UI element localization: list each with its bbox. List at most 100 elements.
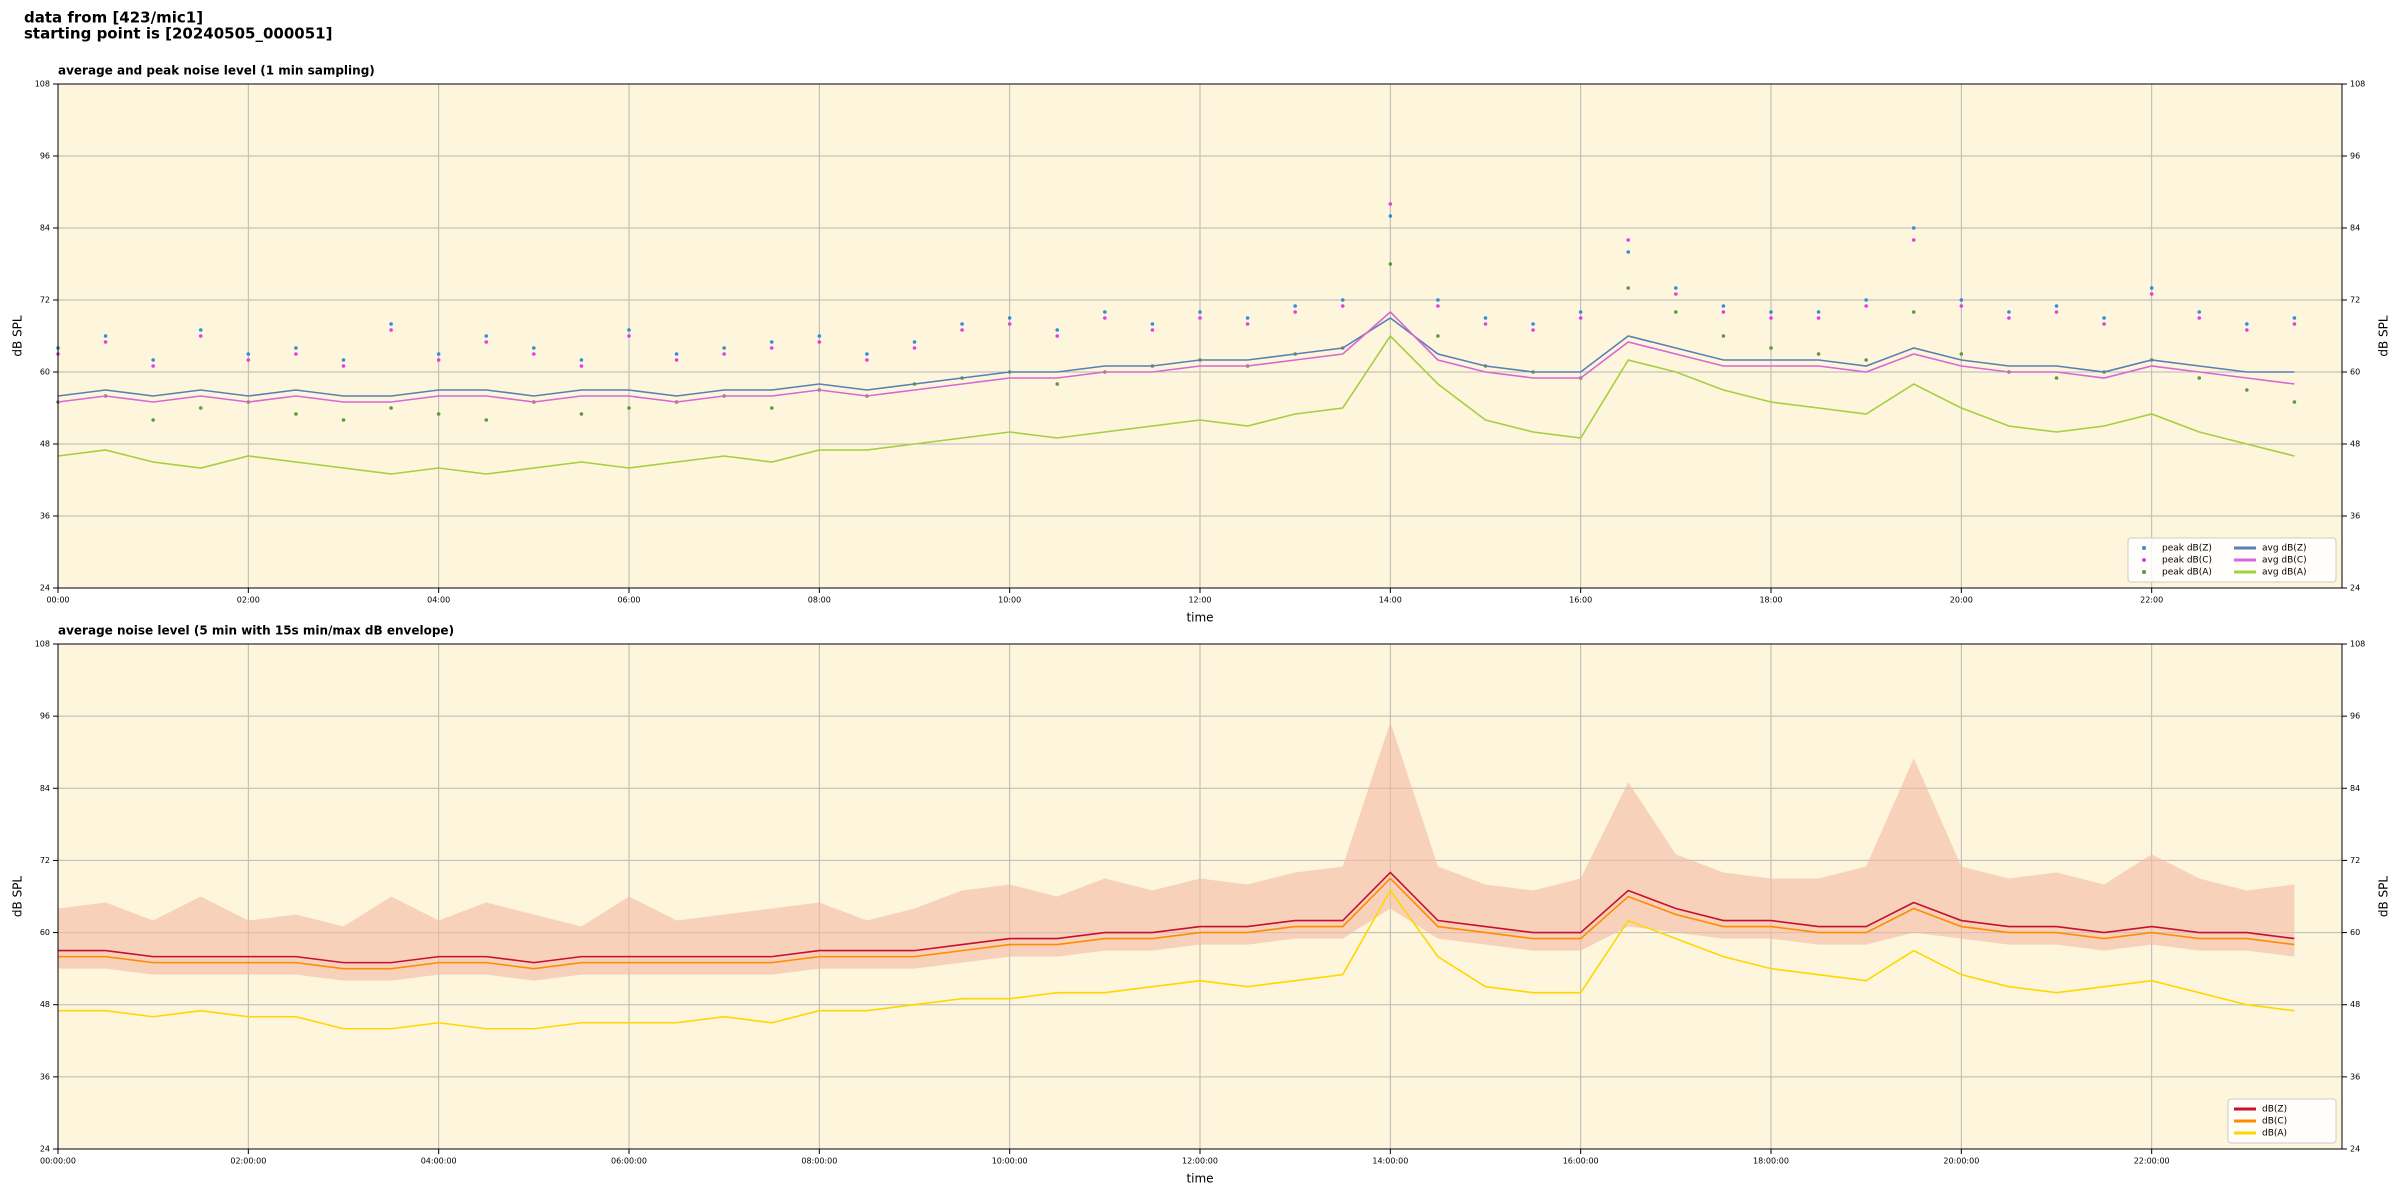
peak-dot [2054, 376, 2059, 380]
series-line [58, 889, 2295, 1030]
peak-dot [912, 340, 917, 344]
y-tick-label: 72 [40, 856, 50, 865]
peak-dot [532, 352, 536, 356]
peak-dot [769, 346, 774, 350]
legend-swatch [2142, 570, 2146, 574]
peak-dot [1245, 322, 1250, 326]
peak-dot [1769, 316, 1773, 320]
peak-dot [1721, 304, 1726, 308]
y-tick-label: 108 [35, 640, 50, 649]
peak-dot [960, 328, 964, 332]
x-tick-label: 08:00 [808, 596, 831, 605]
peak-dot [1340, 298, 1345, 302]
x-tick-label: 18:00:00 [1753, 1157, 1789, 1166]
peak-dot [2102, 322, 2106, 326]
peak-dot [2245, 328, 2249, 332]
peak-dot [2054, 310, 2059, 314]
peak-dot [436, 352, 441, 356]
peak-dot [1626, 286, 1631, 290]
legend-label: avg dB(C) [2262, 556, 2307, 566]
peak-dot [1959, 304, 1964, 308]
peak-dot [2245, 322, 2249, 326]
peak-dot [1198, 310, 1202, 314]
peak-dot [817, 340, 822, 344]
peak-dot [389, 328, 393, 332]
peak-dot [1769, 346, 1773, 350]
peak-dot [1816, 310, 1821, 314]
legend-label: peak dB(A) [2162, 568, 2212, 578]
legend-label: dB(A) [2262, 1129, 2287, 1139]
x-tick-label: 06:00:00 [611, 1157, 647, 1166]
y2-tick-label: 84 [2350, 784, 2360, 793]
series-line [57, 310, 2295, 403]
peak-dot [1293, 310, 1297, 314]
peak-dot [579, 412, 584, 416]
series-line [57, 317, 2295, 397]
peak-dot [1674, 292, 1678, 296]
x-tick-label: 20:00:00 [1943, 1157, 1979, 1166]
peak-dot [2197, 310, 2202, 314]
y2-axis-label: dB SPL [2377, 315, 2391, 357]
peak-dot [1007, 322, 1012, 326]
x-tick-label: 14:00:00 [1372, 1157, 1408, 1166]
peak-dot [1150, 328, 1155, 332]
peak-dot [484, 334, 489, 338]
peak-dot [1911, 238, 1916, 242]
chart-title: average noise level (5 min with 15s min/… [58, 624, 454, 638]
peak-dot [1674, 310, 1678, 314]
peak-dot [1626, 238, 1631, 242]
peak-dot [1911, 310, 1916, 314]
legend-label: avg dB(Z) [2262, 544, 2307, 554]
y2-tick-label: 96 [2350, 712, 2360, 721]
y2-tick-label: 84 [2350, 224, 2360, 233]
x-tick-label: 04:00 [427, 596, 450, 605]
peak-dot [2197, 376, 2202, 380]
x-tick-label: 20:00 [1950, 596, 1973, 605]
peak-dot [1103, 310, 1107, 314]
legend-label: dB(Z) [2262, 1105, 2287, 1115]
peak-dot [2054, 304, 2059, 308]
peak-dot [1340, 304, 1345, 308]
peak-dot [1959, 352, 1964, 356]
peak-dot [1911, 226, 1916, 230]
y-tick-label: 24 [40, 584, 50, 593]
peak-dot [1578, 310, 1583, 314]
peak-dot [769, 340, 774, 344]
peak-dot [2007, 316, 2011, 320]
peak-dot [1436, 298, 1440, 302]
legend-box [2127, 537, 2337, 583]
peak-dot [1388, 202, 1393, 206]
y-tick-label: 48 [40, 440, 50, 449]
peak-dot [1721, 334, 1726, 338]
y-tick-label: 36 [40, 512, 50, 521]
plot-frame [57, 643, 2343, 1150]
peak-dot [1103, 316, 1107, 320]
peak-dot [103, 340, 108, 344]
legend-swatch [2142, 546, 2146, 550]
x-tick-label: 04:00:00 [421, 1157, 457, 1166]
x-tick-label: 14:00 [1379, 596, 1402, 605]
y-axis-label: dB SPL [11, 315, 25, 357]
peak-dot [627, 328, 631, 332]
peak-dot [198, 406, 203, 410]
peak-dot [674, 358, 679, 362]
peak-dot [2149, 292, 2154, 296]
peak-dot [1055, 334, 1060, 338]
peak-dot [627, 406, 631, 410]
peak-dot [1198, 316, 1202, 320]
peak-dot [436, 358, 441, 362]
y2-tick-label: 24 [2350, 584, 2360, 593]
x-tick-label: 10:00:00 [992, 1157, 1028, 1166]
x-tick-label: 10:00 [998, 596, 1021, 605]
x-tick-label: 00:00:00 [40, 1157, 76, 1166]
series-line [58, 871, 2295, 964]
y2-tick-label: 108 [2350, 640, 2365, 649]
peak-dot [1388, 214, 1393, 218]
x-tick-label: 16:00 [1569, 596, 1592, 605]
y2-tick-label: 60 [2350, 368, 2360, 377]
peak-dot [912, 346, 917, 350]
peak-dot [1816, 316, 1821, 320]
y2-tick-label: 96 [2350, 152, 2360, 161]
